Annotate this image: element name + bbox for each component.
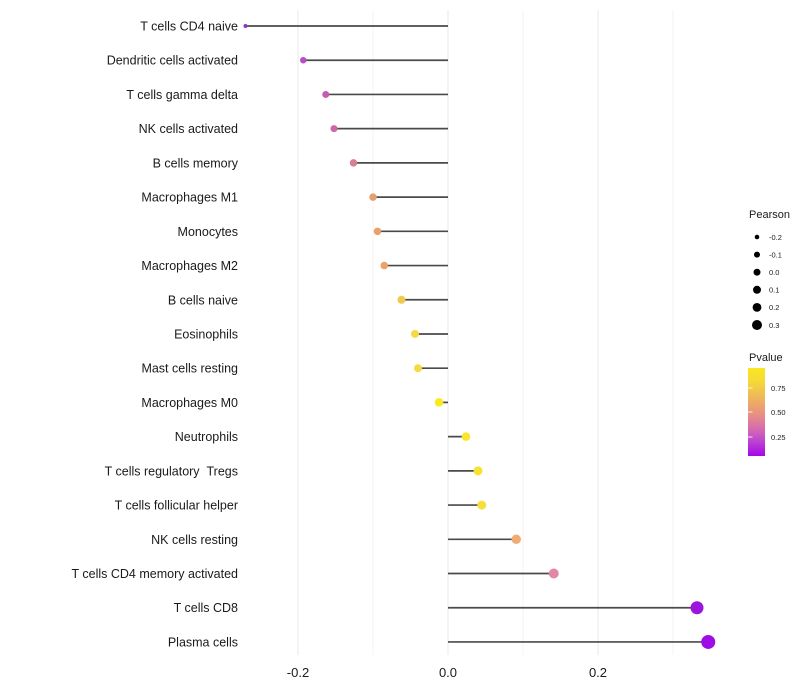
legend-pvalue-title: Pvalue: [749, 352, 783, 364]
y-axis-label: B cells naive: [168, 293, 238, 307]
y-axis-label: Mast cells resting: [141, 362, 238, 376]
lollipop-dot: [701, 634, 716, 649]
x-axis-tick-label: 0.2: [589, 665, 607, 680]
lollipop-dot: [477, 500, 487, 510]
lollipop-dot: [414, 364, 422, 373]
legend-size-label: 0.1: [769, 286, 779, 295]
lollipop-dot: [349, 159, 358, 167]
legend-size-dot: [754, 251, 760, 258]
lollipop-dot: [690, 601, 704, 615]
y-axis-label: T cells CD8: [174, 601, 238, 615]
legend-colorbar-label: 0.25: [771, 433, 786, 442]
lollipop-dot: [369, 193, 377, 201]
lollipop-dot: [397, 295, 406, 304]
legend-colorbar: [748, 368, 765, 456]
lollipop-dot: [411, 329, 419, 338]
lollipop-dot: [473, 466, 483, 476]
lollipop-dot: [330, 125, 338, 133]
y-axis-label: T cells CD4 memory activated: [72, 567, 239, 581]
x-axis-tick-label: -0.2: [287, 665, 309, 680]
legend-size-label: 0.3: [769, 321, 779, 330]
y-axis-label: T cells follicular helper: [115, 499, 238, 513]
y-axis-label: Eosinophils: [174, 327, 238, 341]
legend-size-dot: [753, 285, 761, 294]
legend-size-dot: [754, 234, 760, 240]
lollipop-dot: [373, 227, 382, 236]
y-axis-label: Plasma cells: [168, 635, 238, 649]
y-axis-label: Neutrophils: [175, 430, 238, 444]
y-axis-label: B cells memory: [153, 156, 239, 170]
y-axis-label: T cells gamma delta: [126, 88, 238, 102]
legend-size-dot: [752, 303, 762, 312]
legend-size-label: -0.2: [769, 233, 782, 242]
legend-colorbar-label: 0.75: [771, 384, 786, 393]
legend-size-dot: [753, 268, 761, 276]
y-axis-label: NK cells resting: [151, 533, 238, 547]
lollipop-dot: [511, 534, 521, 545]
legend-size-label: -0.1: [769, 250, 782, 259]
x-axis-tick-label: 0.0: [439, 665, 457, 680]
lollipop-dot: [300, 56, 307, 64]
legend-size-dot: [752, 320, 762, 330]
y-axis-label: T cells CD4 naive: [140, 20, 238, 34]
lollipop-dot: [548, 568, 559, 579]
legend-colorbar-label: 0.50: [771, 408, 786, 417]
lollipop-dot: [243, 24, 248, 28]
legend-pearson-title: Pearson: [749, 209, 790, 221]
legend-size-label: 0.2: [769, 303, 779, 312]
y-axis-label: Macrophages M0: [141, 396, 238, 410]
lollipop-dot: [434, 398, 444, 407]
lollipop-dot: [461, 432, 471, 441]
legend-size-label: 0.0: [769, 268, 779, 277]
y-axis-label: Macrophages M2: [141, 259, 238, 273]
y-axis-label: Dendritic cells activated: [107, 54, 238, 68]
lollipop-dot: [322, 90, 330, 98]
lollipop-dot: [380, 261, 388, 270]
y-axis-label: Macrophages M1: [141, 191, 238, 205]
y-axis-label: NK cells activated: [139, 122, 238, 136]
y-axis-label: T cells regulatory Tregs: [105, 464, 238, 478]
y-axis-label: Monocytes: [178, 225, 238, 239]
